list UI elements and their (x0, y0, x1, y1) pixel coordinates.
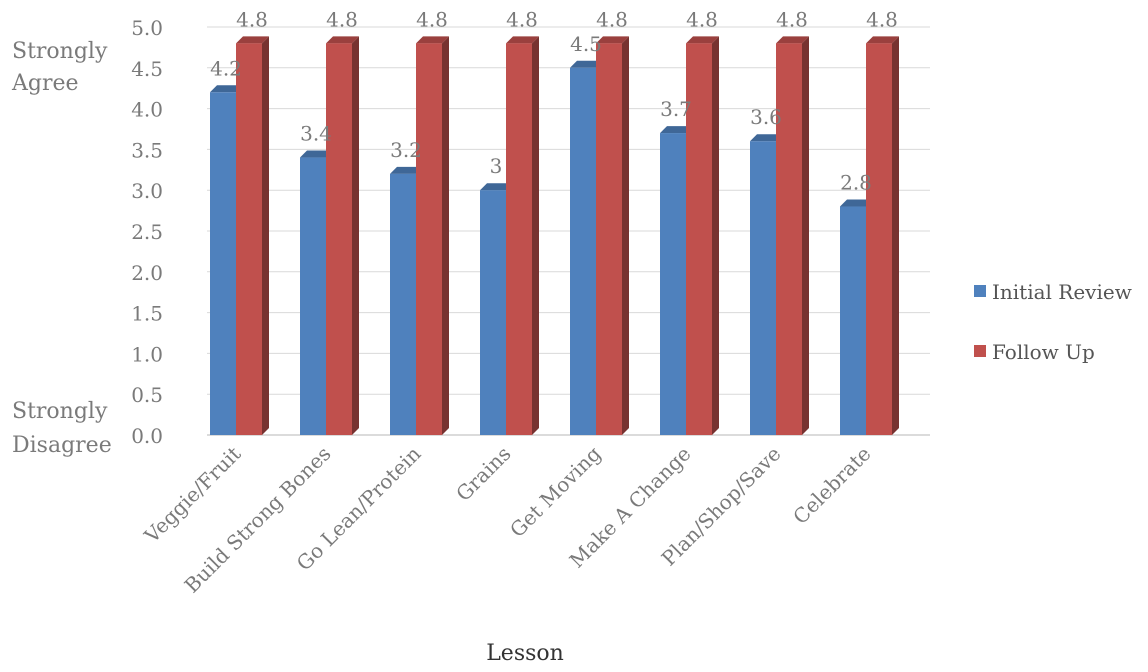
data-label-initial-review: 4.2 (210, 56, 242, 80)
bar-side-follow-up (892, 36, 899, 435)
legend-swatch (974, 345, 986, 357)
bar-side-follow-up (622, 36, 629, 435)
data-label-initial-review: 4.5 (570, 32, 602, 56)
y-tick-label: 0.0 (131, 424, 163, 448)
y-tick-label: 2.0 (131, 261, 163, 285)
bars (210, 36, 899, 436)
bar-follow-up (236, 43, 262, 435)
bar-top-initial-review (480, 183, 513, 191)
bar-follow-up (596, 43, 622, 435)
data-label-follow-up: 4.8 (866, 7, 898, 31)
legend-label: Initial Review (992, 280, 1132, 304)
bar-initial-review (570, 67, 596, 436)
y-tick-label: 1.5 (131, 302, 163, 326)
data-label-initial-review: 3 (490, 154, 503, 178)
bar-initial-review (840, 206, 866, 435)
data-label-follow-up: 4.8 (416, 7, 448, 31)
y-axis-bottom-label-line2: Disagree (12, 433, 112, 458)
y-tick-label: 0.5 (131, 383, 163, 407)
bar-side-follow-up (532, 36, 539, 435)
y-axis: 0.0 0.5 1.0 1.5 2.0 2.5 3.0 3.5 4.0 4.5 5.0 (131, 16, 163, 448)
bar-top-follow-up (326, 36, 359, 44)
data-label-initial-review: 3.6 (750, 105, 782, 129)
bar-top-initial-review (390, 166, 423, 174)
x-tick-label: Grains (451, 442, 515, 506)
data-label-initial-review: 3.2 (390, 138, 422, 162)
bar-follow-up (776, 43, 802, 435)
bar-side-follow-up (262, 36, 269, 435)
y-tick-label: 4.0 (131, 98, 163, 122)
data-label-follow-up: 4.8 (596, 7, 628, 31)
bar-top-initial-review (660, 126, 693, 134)
bar-initial-review (750, 141, 776, 436)
bar-initial-review (660, 133, 686, 435)
bar-side-follow-up (442, 36, 449, 435)
bar-side-follow-up (802, 36, 809, 435)
bar-top-initial-review (570, 60, 603, 68)
x-axis-title: Lesson (486, 641, 564, 666)
y-tick-label: 1.0 (131, 342, 163, 366)
bar-top-initial-review (750, 134, 783, 142)
bar-top-follow-up (866, 36, 899, 44)
x-tick-label: Get Moving (505, 441, 606, 542)
bar-top-follow-up (236, 36, 269, 44)
bar-follow-up (416, 43, 442, 435)
bar-top-follow-up (416, 36, 449, 44)
bar-top-follow-up (596, 36, 629, 44)
data-label-follow-up: 4.8 (776, 7, 808, 31)
data-label-initial-review: 2.8 (840, 171, 872, 195)
legend-label: Follow Up (992, 340, 1095, 364)
bar-follow-up (866, 43, 892, 435)
bar-top-follow-up (686, 36, 719, 44)
bar-top-follow-up (506, 36, 539, 44)
legend: Initial Review Follow Up (974, 280, 1132, 364)
y-tick-label: 3.0 (131, 179, 163, 203)
bar-initial-review (390, 173, 416, 435)
data-labels: 4.24.83.44.83.24.834.84.54.83.74.83.64.8… (210, 7, 898, 194)
y-tick-label: 2.5 (131, 220, 163, 244)
x-tick-label: Build Strong Bones (180, 442, 336, 598)
x-tick-label: Celebrate (788, 442, 875, 529)
bar-initial-review (210, 92, 236, 435)
bar-follow-up (686, 43, 712, 435)
bar-top-initial-review (300, 150, 333, 158)
bar-top-initial-review (210, 85, 243, 93)
bar-follow-up (326, 43, 352, 435)
data-label-initial-review: 3.7 (660, 97, 692, 121)
bar-initial-review (480, 190, 506, 435)
data-label-follow-up: 4.8 (506, 7, 538, 31)
data-label-follow-up: 4.8 (236, 7, 268, 31)
bar-side-follow-up (352, 36, 359, 435)
y-tick-label: 5.0 (131, 16, 163, 40)
data-label-follow-up: 4.8 (686, 7, 718, 31)
bar-initial-review (300, 157, 326, 435)
bar-follow-up (506, 43, 532, 435)
bar-top-follow-up (776, 36, 809, 44)
legend-swatch (974, 285, 986, 297)
y-tick-label: 4.5 (131, 57, 163, 81)
data-label-follow-up: 4.8 (326, 7, 358, 31)
y-tick-label: 3.5 (131, 138, 163, 162)
data-label-initial-review: 3.4 (300, 122, 332, 146)
y-axis-bottom-label-line1: Strongly (12, 399, 108, 424)
bar-top-initial-review (840, 199, 873, 207)
y-axis-top-label-line2: Agree (11, 71, 79, 96)
bar-side-follow-up (712, 36, 719, 435)
y-axis-top-label-line1: Strongly (12, 39, 108, 64)
